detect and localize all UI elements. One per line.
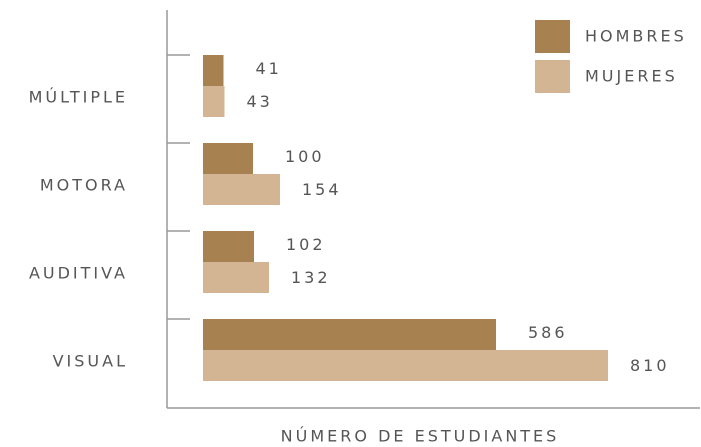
legend-label: MUJERES xyxy=(585,67,678,86)
category-label: AUDITIVA xyxy=(29,264,128,283)
value-label: 100 xyxy=(285,147,325,166)
category-label: MÚLTIPLE xyxy=(29,88,128,107)
bar xyxy=(203,350,608,381)
value-label: 102 xyxy=(286,235,326,254)
bar xyxy=(203,319,496,350)
bar xyxy=(203,174,280,205)
value-label: 586 xyxy=(528,323,568,342)
value-label: 132 xyxy=(291,268,331,287)
x-axis-label: NÚMERO DE ESTUDIANTES xyxy=(281,427,560,446)
bar xyxy=(203,143,253,174)
value-label: 810 xyxy=(630,356,670,375)
legend-label: HOMBRES xyxy=(585,27,687,46)
value-label: 41 xyxy=(256,59,282,78)
bar xyxy=(203,86,225,117)
bar xyxy=(203,262,269,293)
value-label: 154 xyxy=(302,180,342,199)
legend-swatch xyxy=(535,60,570,93)
bar xyxy=(203,231,254,262)
legend-swatch xyxy=(535,20,570,53)
category-label: VISUAL xyxy=(53,352,128,371)
category-label: MOTORA xyxy=(40,176,128,195)
bar xyxy=(203,55,224,86)
value-label: 43 xyxy=(247,92,273,111)
